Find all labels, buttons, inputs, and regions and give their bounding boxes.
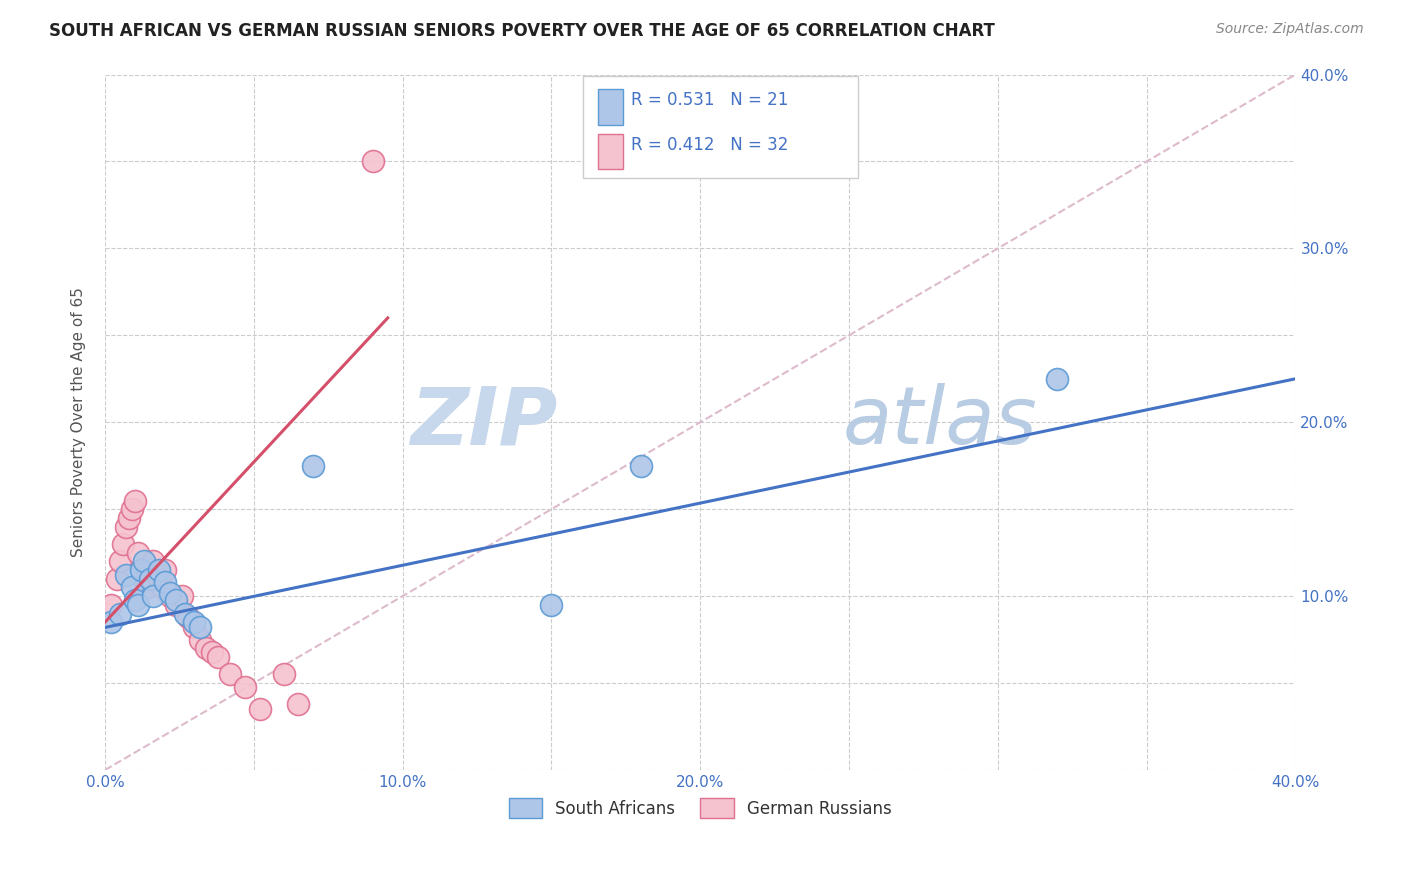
Point — [132, 572, 155, 586]
Point — [118, 511, 141, 525]
Point — [148, 563, 170, 577]
Point — [287, 697, 309, 711]
Point — [165, 592, 187, 607]
Text: R = 0.412   N = 32: R = 0.412 N = 32 — [631, 136, 789, 153]
Point — [132, 554, 155, 568]
Point — [121, 502, 143, 516]
Point — [138, 563, 160, 577]
Text: ZIP: ZIP — [411, 384, 557, 461]
Point — [172, 589, 194, 603]
Text: Source: ZipAtlas.com: Source: ZipAtlas.com — [1216, 22, 1364, 37]
Point — [108, 554, 131, 568]
Point — [121, 581, 143, 595]
Point — [148, 572, 170, 586]
Point — [183, 615, 205, 630]
Text: R = 0.531   N = 21: R = 0.531 N = 21 — [631, 91, 789, 109]
Point — [105, 572, 128, 586]
Point — [249, 702, 271, 716]
Point — [188, 620, 211, 634]
Point — [114, 568, 136, 582]
Point — [142, 554, 165, 568]
Point — [361, 154, 384, 169]
Point — [127, 546, 149, 560]
Point — [138, 572, 160, 586]
Point — [100, 615, 122, 630]
Point — [201, 645, 224, 659]
Point — [150, 581, 173, 595]
Point — [124, 592, 146, 607]
Point — [127, 598, 149, 612]
Point — [177, 610, 200, 624]
Point — [165, 598, 187, 612]
Point — [111, 537, 134, 551]
Point — [540, 598, 562, 612]
Point — [108, 607, 131, 621]
Point — [183, 620, 205, 634]
Point — [159, 589, 181, 603]
Point — [207, 650, 229, 665]
Point — [129, 563, 152, 577]
Point — [233, 680, 256, 694]
Point — [129, 563, 152, 577]
Legend: South Africans, German Russians: South Africans, German Russians — [502, 792, 898, 824]
Point — [273, 667, 295, 681]
Point — [219, 667, 242, 681]
Y-axis label: Seniors Poverty Over the Age of 65: Seniors Poverty Over the Age of 65 — [72, 287, 86, 558]
Point — [302, 458, 325, 473]
Point — [630, 458, 652, 473]
Point — [1046, 372, 1069, 386]
Point — [114, 519, 136, 533]
Point — [188, 632, 211, 647]
Point — [135, 581, 157, 595]
Text: atlas: atlas — [844, 384, 1038, 461]
Point — [153, 575, 176, 590]
Point — [100, 598, 122, 612]
Point — [174, 607, 197, 621]
Point — [153, 563, 176, 577]
Point — [124, 493, 146, 508]
Point — [159, 585, 181, 599]
Point — [142, 589, 165, 603]
Point — [195, 641, 218, 656]
Text: SOUTH AFRICAN VS GERMAN RUSSIAN SENIORS POVERTY OVER THE AGE OF 65 CORRELATION C: SOUTH AFRICAN VS GERMAN RUSSIAN SENIORS … — [49, 22, 995, 40]
